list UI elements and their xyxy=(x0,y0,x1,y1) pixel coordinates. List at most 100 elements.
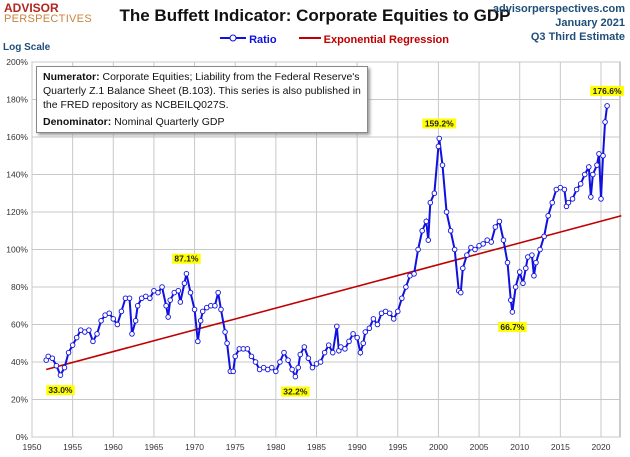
ratio-point xyxy=(334,323,340,330)
ratio-point xyxy=(342,346,348,352)
ratio-point xyxy=(106,310,112,317)
ratio-point xyxy=(425,237,432,243)
ratio-point xyxy=(362,329,369,335)
ratio-point xyxy=(581,171,588,178)
data-label: 87.1% xyxy=(174,254,199,264)
ratio-point xyxy=(435,143,442,150)
ratio-point xyxy=(147,295,153,302)
logo-line1: ADVISOR xyxy=(4,1,59,15)
y-tick-label: 40% xyxy=(11,357,28,367)
ratio-point xyxy=(427,199,434,206)
ratio-point xyxy=(248,353,255,360)
ratio-point xyxy=(366,325,373,332)
ratio-point xyxy=(472,246,478,253)
regression-line xyxy=(46,214,622,371)
legend-ratio-label: Ratio xyxy=(249,34,277,46)
ratio-point xyxy=(285,357,291,363)
x-tick-label: 2020 xyxy=(592,442,611,452)
ratio-point xyxy=(464,252,470,258)
ratio-point xyxy=(132,318,139,324)
y-tick-label: 140% xyxy=(6,170,28,180)
y-tick-label: 200% xyxy=(6,57,28,67)
ratio-point xyxy=(197,318,204,324)
ratio-point xyxy=(561,186,568,193)
ratio-point xyxy=(541,233,547,240)
ratio-point xyxy=(86,327,92,333)
numerator-label: Numerator: xyxy=(43,71,100,83)
ratio-point xyxy=(215,289,221,296)
ratio-point xyxy=(458,289,464,296)
ratio-point xyxy=(183,270,190,277)
y-tick-label: 20% xyxy=(11,395,28,405)
y-tick-label: 80% xyxy=(11,282,28,292)
x-tick-label: 1950 xyxy=(23,442,42,452)
annotation-box: Numerator: Corporate Equities; Liability… xyxy=(36,66,368,133)
ratio-point xyxy=(488,239,495,245)
denominator-text: Nominal Quarterly GDP xyxy=(111,116,225,128)
legend-regression: Exponential Regression xyxy=(298,33,449,46)
ratio-point xyxy=(277,359,283,365)
y-tick-label: 100% xyxy=(6,245,28,255)
ratio-point xyxy=(374,321,381,328)
numerator-text: Corporate Equities; Liability from the F… xyxy=(43,71,361,111)
logo-line2: PERSPECTIVES xyxy=(4,13,92,25)
ratio-point xyxy=(419,227,425,234)
ratio-point xyxy=(436,135,442,142)
ratio-point xyxy=(594,162,600,168)
ratio-point xyxy=(126,295,133,302)
ratio-point xyxy=(165,314,171,320)
x-tick-label: 1975 xyxy=(226,442,245,452)
ratio-point xyxy=(297,351,303,358)
x-tick-label: 1990 xyxy=(348,442,367,452)
x-tick-label: 1985 xyxy=(307,442,326,452)
ratio-point xyxy=(573,186,580,193)
ratio-point xyxy=(90,338,96,345)
ratio-point xyxy=(533,259,539,266)
ratio-point xyxy=(602,119,608,125)
data-label-background xyxy=(498,321,527,332)
ratio-point xyxy=(565,199,572,206)
x-tick-label: 1995 xyxy=(388,442,407,452)
ratio-point xyxy=(129,331,135,337)
y-tick-label: 60% xyxy=(11,320,28,330)
ratio-point xyxy=(155,289,161,296)
date: January 2021 xyxy=(555,17,625,29)
ratio-point xyxy=(321,349,328,356)
data-label: 159.2% xyxy=(425,119,454,129)
ratio-point xyxy=(177,299,184,305)
ratio-point xyxy=(309,364,316,371)
ratio-point xyxy=(167,297,173,303)
ratio-point xyxy=(218,306,224,313)
denominator-label: Denominator: xyxy=(43,116,112,128)
ratio-point xyxy=(295,364,301,371)
ratio-point xyxy=(330,349,336,356)
ratio-point xyxy=(212,303,218,309)
site-name: advisorperspectives.com xyxy=(492,3,625,15)
ratio-point xyxy=(222,329,228,335)
ratio-point xyxy=(451,246,458,253)
ratio-point xyxy=(370,316,377,322)
data-label: 33.0% xyxy=(48,385,73,395)
ratio-point xyxy=(269,364,275,371)
ratio-point xyxy=(110,316,117,322)
ratio-point xyxy=(357,349,364,356)
ratio-point xyxy=(230,368,236,375)
ratio-point xyxy=(529,252,535,258)
ratio-point xyxy=(232,353,238,360)
ratio-point xyxy=(191,306,198,313)
ratio-point xyxy=(73,334,80,341)
ratio-point xyxy=(549,199,555,206)
x-tick-label: 1965 xyxy=(144,442,163,452)
ratio-point xyxy=(545,212,551,219)
ratio-line-icon xyxy=(220,34,246,42)
ratio-point xyxy=(537,246,543,253)
data-label-background xyxy=(172,253,201,264)
source-info: advisorperspectives.com January 2021 Q3 … xyxy=(493,2,625,44)
ratio-point xyxy=(61,364,68,371)
ratio-point xyxy=(114,321,121,328)
ratio-point xyxy=(586,164,592,170)
ratio-point xyxy=(289,366,295,373)
estimate: Q3 Third Estimate xyxy=(530,31,625,43)
ratio-point xyxy=(159,284,165,290)
y-tick-label: 160% xyxy=(6,132,28,142)
